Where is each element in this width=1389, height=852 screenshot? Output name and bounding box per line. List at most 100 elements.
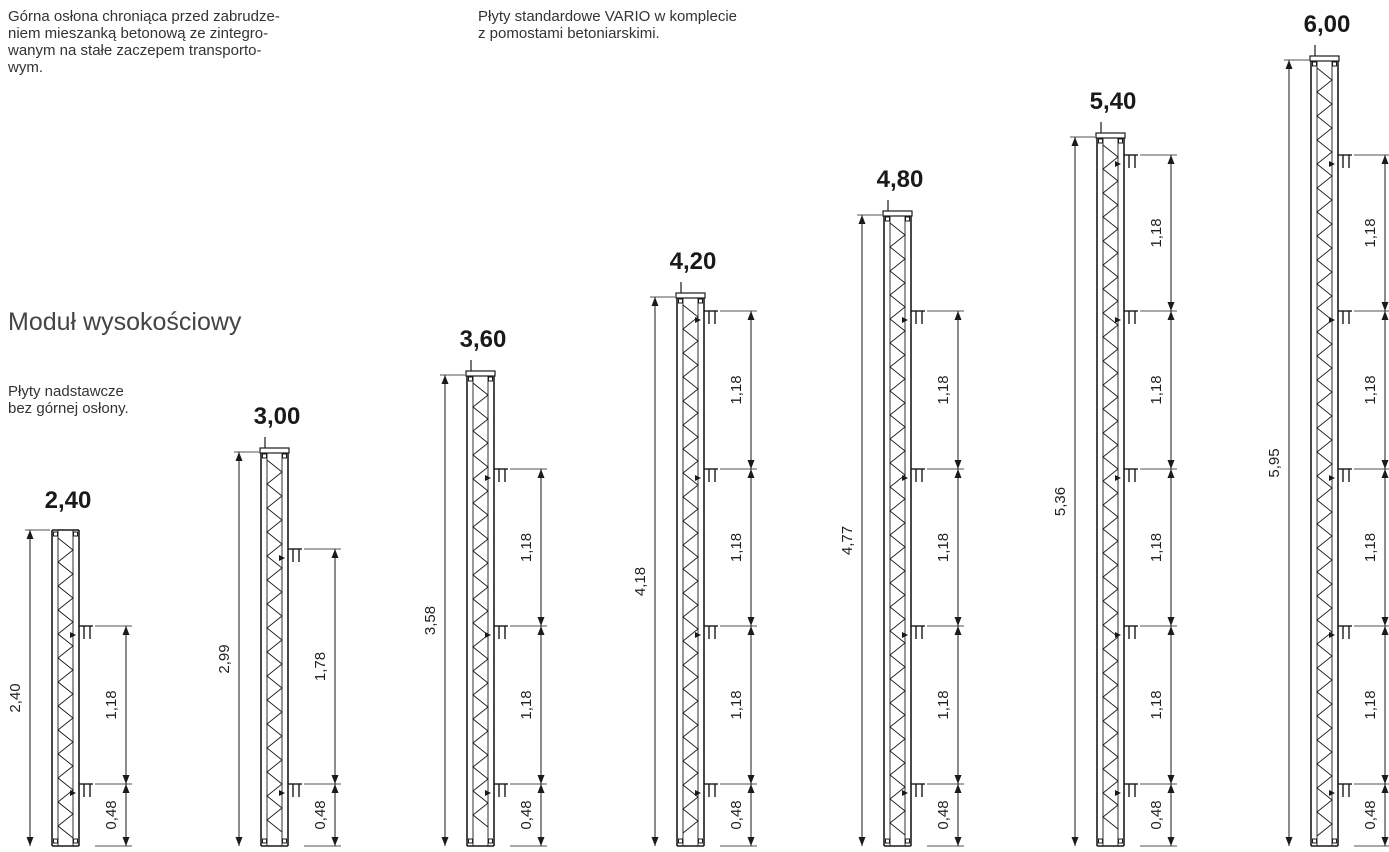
tie-arrow (485, 790, 491, 796)
tie-arrow (902, 790, 908, 796)
panel-top-bolt (905, 216, 910, 222)
segment-label: 0,48 (935, 800, 952, 829)
dimension-arrow (954, 460, 962, 469)
dimension-arrow (122, 775, 130, 784)
dimension-arrow (331, 784, 339, 793)
panel-top-bolt (678, 298, 683, 304)
segment-label: 0,48 (312, 800, 329, 829)
segment-label: 1,18 (518, 690, 535, 719)
dimension-arrow (747, 311, 755, 320)
extension-panels-note: Płyty nadstawcze bez górnej osłony. (8, 383, 129, 417)
segment-label: 1,78 (312, 652, 329, 681)
dimension-arrow (537, 626, 545, 635)
panel-lattice (1316, 67, 1333, 837)
top-guard (259, 447, 290, 454)
tie-arrow (1115, 475, 1121, 481)
dimension-arrow (747, 775, 755, 784)
tie-arrow (695, 632, 701, 638)
tie-arrow (70, 632, 76, 638)
panel-lattice (266, 459, 283, 833)
panel-5: 4,80 4,77 1,18 1,18 1,18 0,48 (839, 166, 964, 847)
panel-6: 5,40 5,36 1,18 1,18 1,18 1,18 0,48 (1052, 88, 1177, 847)
top-guard (882, 210, 913, 217)
tie-arrow (695, 317, 701, 323)
tie-arrow (1115, 632, 1121, 638)
panel-bottom-bolt (678, 838, 683, 844)
top-guard (1309, 55, 1340, 62)
dimension-arrow (26, 530, 34, 539)
panel-bottom-bolt (698, 838, 703, 844)
dimension-arrow (954, 784, 962, 793)
panel-top-bolt (468, 376, 473, 382)
panel-bottom-bolt (282, 838, 287, 844)
panel-height-label: 2,40 (45, 487, 92, 514)
tie-arrow (1115, 317, 1121, 323)
dimension-arrow (651, 837, 659, 846)
dimension-arrow (26, 837, 34, 846)
tie-arrow (485, 632, 491, 638)
panel-top-bolt (53, 531, 58, 537)
panel-bottom-bolt (468, 838, 473, 844)
segment-label: 1,18 (728, 375, 745, 404)
dimension-arrow (1167, 469, 1175, 478)
dimension-arrow (954, 626, 962, 635)
tie-arrow (902, 475, 908, 481)
total-height-label: 2,40 (7, 683, 24, 712)
panel-bottom-bolt (488, 838, 493, 844)
dimension-arrow (954, 469, 962, 478)
tie-arrow (279, 555, 285, 561)
total-height-label: 3,58 (422, 606, 439, 635)
dimension-arrow (235, 452, 243, 461)
tie-arrow (695, 790, 701, 796)
dimension-arrow (1167, 155, 1175, 164)
dimension-arrow (954, 775, 962, 784)
panel-bottom-bolt (262, 838, 267, 844)
dimension-arrow (441, 837, 449, 846)
dimension-arrow (954, 311, 962, 320)
segment-label: 1,18 (1362, 218, 1379, 247)
dimension-arrow (1167, 837, 1175, 846)
dimension-arrow (1381, 784, 1389, 793)
panel-lattice (682, 304, 699, 834)
segment-label: 1,18 (103, 690, 120, 719)
tie-arrow (279, 790, 285, 796)
dimension-arrow (1167, 784, 1175, 793)
dimension-arrow (1071, 837, 1079, 846)
dimension-arrow (1167, 775, 1175, 784)
dimension-arrow (1285, 60, 1293, 69)
dimension-arrow (1285, 837, 1293, 846)
tie-arrow (1329, 790, 1335, 796)
dimension-arrow (1381, 311, 1389, 320)
panel-2: 3,00 2,99 1,78 0,48 (216, 403, 341, 847)
dimension-arrow (331, 549, 339, 558)
dimension-arrow (1381, 460, 1389, 469)
panel-height-label: 4,20 (670, 248, 717, 275)
segment-label: 1,18 (935, 690, 952, 719)
tie-arrow (902, 317, 908, 323)
module-title: Moduł wysokościowy (8, 308, 242, 336)
panel-top-bolt (1118, 138, 1123, 144)
panel-bottom-bolt (905, 838, 910, 844)
panel-height-label: 4,80 (877, 166, 924, 193)
panel-lattice (57, 537, 74, 839)
segment-label: 1,18 (1362, 690, 1379, 719)
dimension-arrow (1381, 626, 1389, 635)
panel-4: 4,20 4,18 1,18 1,18 1,18 0,48 (632, 248, 757, 847)
dimension-arrow (747, 469, 755, 478)
panel-top-bolt (488, 376, 493, 382)
panel-lattice (889, 222, 906, 836)
tie-arrow (1115, 790, 1121, 796)
dimension-arrow (1381, 469, 1389, 478)
panel-top-bolt (1312, 61, 1317, 67)
panel-bottom-bolt (1312, 838, 1317, 844)
top-guard-note: Górna osłona chroniąca przed zabrudze- n… (8, 8, 280, 76)
panel-bottom-bolt (73, 838, 78, 844)
dimension-arrow (331, 775, 339, 784)
dimension-arrow (1381, 617, 1389, 626)
dimension-arrow (331, 837, 339, 846)
tie-arrow (695, 475, 701, 481)
tie-arrow (1329, 475, 1335, 481)
total-height-label: 2,99 (216, 644, 233, 673)
dimension-arrow (235, 837, 243, 846)
panel-top-bolt (262, 453, 267, 459)
